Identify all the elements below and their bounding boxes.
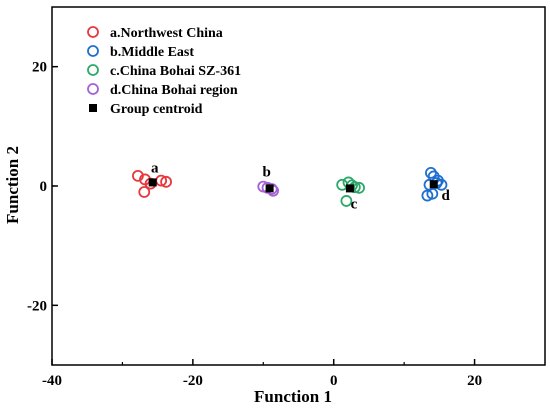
data-points: a b c d (132, 160, 451, 212)
x-tick-label: -20 (183, 373, 203, 389)
centroid-label: a (151, 160, 159, 176)
x-tick-label: -40 (42, 373, 62, 389)
centroid-label: d (442, 188, 451, 204)
y-tick-label: 0 (40, 179, 48, 195)
x-tick-label: 0 (330, 373, 338, 389)
legend-marker (87, 26, 99, 38)
y-tick-label: 20 (32, 60, 47, 76)
legend-marker (87, 45, 99, 57)
x-axis-label: Function 1 (254, 387, 332, 406)
legend-marker (87, 83, 99, 95)
legend-marker (89, 104, 97, 112)
group-centroid (429, 180, 438, 189)
data-point (425, 166, 437, 179)
y-tick-label: -20 (27, 298, 47, 314)
group-centroid (345, 184, 354, 193)
group-centroid (148, 178, 157, 187)
group-centroid (265, 184, 274, 193)
data-point (340, 195, 353, 207)
legend-label: a.Northwest China (110, 26, 223, 41)
data-point (160, 175, 172, 188)
centroid-label: b (262, 164, 270, 180)
legend-label: c.China Bohai SZ-361 (110, 64, 241, 79)
legend-label: Group centroid (110, 102, 203, 117)
data-point (421, 189, 434, 202)
data-point (132, 169, 144, 182)
legend: a.Northwest China b.Middle East c.China Bo… (87, 26, 241, 117)
x-tick-label: 20 (467, 373, 482, 389)
legend-label: d.China Bohai region (110, 83, 238, 98)
centroid-label: c (351, 196, 358, 212)
legend-label: b.Middle East (110, 45, 194, 60)
data-point (353, 181, 365, 194)
axes: -40 -20 0 20 -20 0 20 (27, 6, 546, 389)
legend-marker (87, 64, 99, 76)
data-point (138, 186, 151, 198)
y-axis-label: Function 2 (3, 146, 22, 224)
